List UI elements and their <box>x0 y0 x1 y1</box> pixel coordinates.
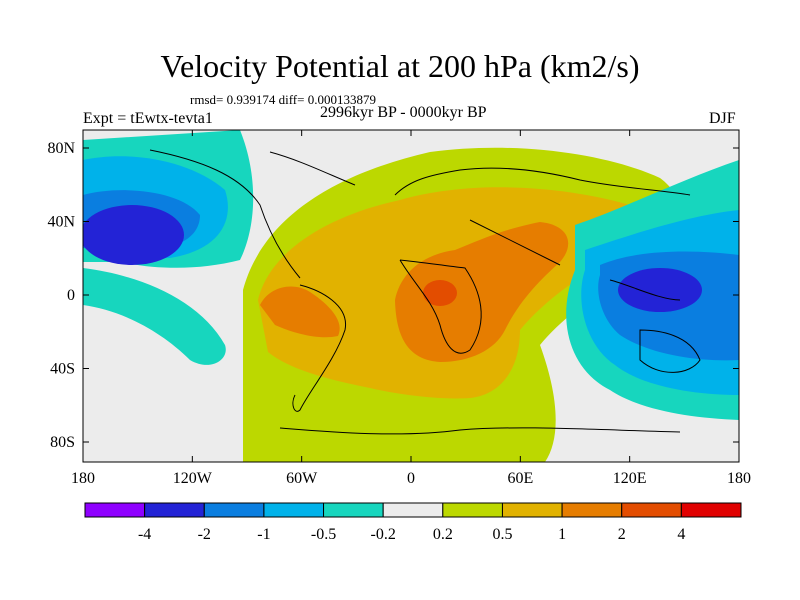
colorbar-label: 0.5 <box>492 526 512 543</box>
contour-negative-pacific-tail <box>83 268 226 365</box>
lon-tick-label: 120E <box>613 470 647 487</box>
map-title: Velocity Potential at 200 hPa (km2/s) <box>160 48 640 84</box>
colorbar-label: -0.5 <box>311 526 336 543</box>
colorbar-swatch <box>680 502 742 518</box>
colorbar-swatch <box>263 502 325 518</box>
lat-tick-label: 40N <box>47 214 75 231</box>
colorbar-label: -0.2 <box>371 526 396 543</box>
colorbar-label: 0.2 <box>433 526 453 543</box>
colorbar-swatch <box>382 502 444 518</box>
contour-negative-pacific-east-2 <box>83 205 184 265</box>
period-text: 2996kyr BP - 0000kyr BP <box>320 104 487 121</box>
colorbar: -4 -2 -1 -0.5 -0.2 0.2 0.5 1 2 4 <box>84 502 742 543</box>
latitude-axis: 80N 40N 0 40S 80S <box>47 140 739 451</box>
colorbar-label: 1 <box>558 526 566 543</box>
coastlines <box>149 149 701 435</box>
colorbar-swatch <box>561 502 623 518</box>
lat-tick-label: 80S <box>50 434 75 451</box>
colorbar-swatch <box>501 502 563 518</box>
contour-positive-2 <box>423 280 457 306</box>
lon-tick-label: 120W <box>173 470 213 487</box>
stats-text: rmsd= 0.939174 diff= 0.000133879 <box>190 92 376 107</box>
lon-tick-label: 0 <box>407 470 415 487</box>
contour-positive-1 <box>395 222 569 362</box>
lon-tick-label: 180 <box>71 470 95 487</box>
lat-tick-label: 80N <box>47 140 75 157</box>
season-label: DJF <box>709 110 736 127</box>
colorbar-label: 2 <box>618 526 626 543</box>
lon-tick-label: 60E <box>507 470 533 487</box>
lon-tick-label: 60W <box>286 470 318 487</box>
colorbar-swatch <box>203 502 265 518</box>
colorbar-label: -4 <box>138 526 151 543</box>
colorbar-swatch <box>84 502 146 518</box>
colorbar-label: -1 <box>257 526 270 543</box>
lat-tick-label: 40S <box>50 361 75 378</box>
colorbar-label: -2 <box>198 526 211 543</box>
contour-negative-west-pacific-2 <box>618 268 702 312</box>
colorbar-swatch <box>442 502 503 518</box>
colorbar-swatch <box>621 502 682 518</box>
colorbar-swatch <box>144 502 205 518</box>
colorbar-swatch <box>323 502 384 518</box>
lat-tick-label: 0 <box>67 287 75 304</box>
lon-tick-label: 180 <box>727 470 751 487</box>
colorbar-label: 4 <box>677 526 685 543</box>
longitude-axis: 180 120W 60W 0 60E 120E 180 <box>71 130 751 487</box>
experiment-label: Expt = tEwtx-tevta1 <box>83 110 213 127</box>
map-plot <box>83 130 739 462</box>
contour-positive-1-sam <box>260 286 340 338</box>
